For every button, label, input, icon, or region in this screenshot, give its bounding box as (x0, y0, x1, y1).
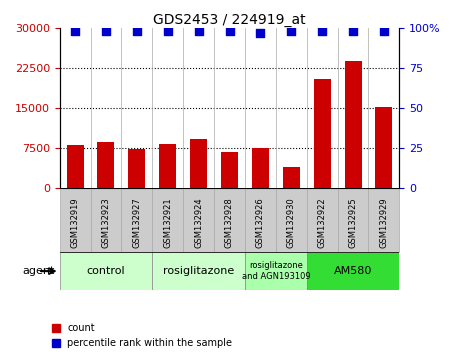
Point (288, 28, 295, 34)
Point (72, 28, 79, 34)
Bar (67, 145, 84, 188)
Bar (252, 148, 269, 188)
Title: GDS2453 / 224919_at: GDS2453 / 224919_at (153, 13, 306, 27)
Text: GSM132925: GSM132925 (348, 198, 358, 248)
Bar (313, 79, 330, 188)
Bar (90, 188, 122, 252)
Text: GSM132929: GSM132929 (380, 198, 388, 248)
Bar (183, 188, 214, 252)
Bar (375, 107, 392, 188)
Text: AM580: AM580 (334, 266, 372, 276)
Point (257, 30, 264, 36)
Bar (214, 188, 245, 252)
Text: rosiglitazone: rosiglitazone (163, 266, 234, 276)
Bar (245, 252, 307, 290)
Text: GSM132924: GSM132924 (194, 198, 203, 248)
Text: GSM132922: GSM132922 (318, 198, 327, 248)
Text: rosiglitazone
and AGN193109: rosiglitazone and AGN193109 (241, 261, 310, 281)
Bar (152, 188, 183, 252)
Bar (283, 167, 300, 188)
Point (380, 28, 387, 34)
Bar (337, 188, 369, 252)
Bar (97, 142, 114, 188)
Point (195, 28, 202, 34)
Text: GSM132927: GSM132927 (132, 198, 141, 249)
Point (319, 28, 326, 34)
Bar (276, 188, 307, 252)
Point (226, 28, 233, 34)
Text: GSM132928: GSM132928 (225, 198, 234, 249)
Text: agent: agent (22, 266, 55, 276)
Bar (345, 61, 362, 188)
Text: GSM132926: GSM132926 (256, 198, 265, 249)
Text: GSM132921: GSM132921 (163, 198, 172, 248)
Bar (307, 188, 337, 252)
Point (102, 28, 110, 34)
Bar (152, 252, 245, 290)
Text: GSM132923: GSM132923 (101, 198, 111, 249)
Point (164, 28, 171, 34)
Bar (369, 188, 399, 252)
Bar (122, 188, 152, 252)
Bar (60, 252, 152, 290)
Bar (190, 139, 207, 188)
Bar (159, 144, 176, 188)
Point (349, 28, 357, 34)
Text: control: control (87, 266, 125, 276)
Legend: count, percentile rank within the sample: count, percentile rank within the sample (51, 322, 233, 349)
Bar (307, 252, 399, 290)
Bar (129, 149, 146, 188)
Bar (221, 152, 238, 188)
Text: GSM132919: GSM132919 (71, 198, 79, 248)
Bar (60, 188, 90, 252)
Text: GSM132930: GSM132930 (287, 198, 296, 249)
Bar (245, 188, 276, 252)
Point (133, 28, 140, 34)
